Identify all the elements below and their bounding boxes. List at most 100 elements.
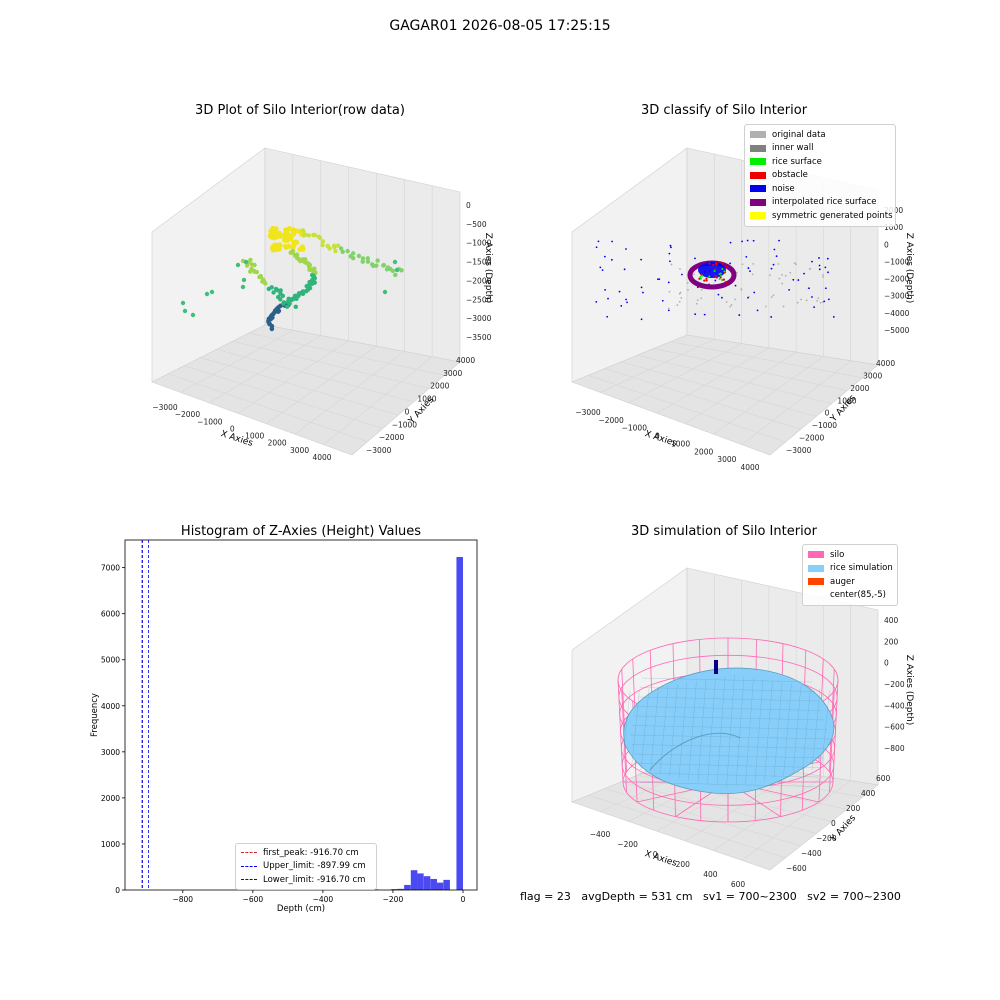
panel4-ytick: 0: [831, 819, 836, 828]
panel1-point: [392, 259, 398, 265]
panel2-point-noise: [669, 260, 671, 263]
panel2-legend-item: original data: [750, 128, 890, 142]
panel2-xtick: −2000: [598, 416, 624, 425]
panel1-point: [280, 293, 285, 299]
panel2-zlabel: Z Axies (Depth): [904, 233, 914, 304]
panel4-ztick: −600: [884, 723, 905, 732]
panel2-point-noise: [824, 287, 827, 290]
panel2-point-noise: [640, 286, 643, 289]
panel3-ytick: 6000: [101, 610, 120, 619]
panel2-point-noise: [747, 296, 749, 299]
panel2-ytick: 0: [825, 409, 830, 418]
panel1-point: [204, 291, 210, 297]
panel1-point: [269, 326, 275, 332]
panel1-point: [393, 272, 398, 278]
panel2-point-noise: [717, 293, 720, 296]
panel1-point: [374, 263, 379, 268]
panel2-ytick: 2000: [850, 384, 869, 393]
panel1-point: [283, 235, 289, 241]
panel1-point: [300, 228, 306, 233]
panel3-title: Histogram of Z-Axies (Height) Values: [180, 524, 422, 539]
panel2-point-original: [736, 271, 738, 274]
panel1-point: [365, 259, 371, 264]
panel2-ztick: 0: [884, 240, 889, 249]
panel2-point-original: [794, 263, 797, 266]
panel1-points: [180, 225, 404, 332]
panel2-point-original: [693, 273, 695, 276]
panel2-point-noise: [640, 318, 643, 321]
panel1-xtick: 4000: [312, 453, 331, 462]
panel2-point-noise: [657, 278, 659, 281]
panel2-point-original: [796, 301, 799, 304]
panel1-point: [317, 235, 323, 241]
panel2-ytick: 3000: [863, 371, 882, 380]
panel2-axes-box: [571, 147, 879, 456]
panel3-bar: [397, 888, 405, 890]
panel4-legend-swatch: [808, 551, 824, 559]
panel2-legend-swatch: [750, 144, 766, 152]
panel1-point: [399, 268, 404, 273]
panel3-xtick: −200: [383, 895, 404, 904]
panel1-ztick: −3000: [466, 314, 492, 323]
panel2-point-noise: [826, 257, 829, 260]
panel1-point: [345, 248, 350, 254]
panel1-xtick: 2000: [268, 439, 287, 448]
panel2-point-original: [752, 262, 755, 265]
panel1-point: [327, 246, 332, 251]
panel3-legend-line: [241, 865, 257, 867]
panel2-point-noise: [734, 284, 737, 287]
panel1-xtick: 1000: [245, 432, 264, 441]
panel2-3d-classify: −3000−2000−100001000200030004000−3000−20…: [571, 147, 914, 472]
panel2-point-noise: [642, 291, 644, 294]
panel1-point: [293, 304, 299, 309]
panel2-point-noise: [625, 298, 627, 301]
panel2-point-original: [778, 277, 781, 280]
panel2-point-rice: [718, 273, 721, 276]
panel2-legend-item: noise: [750, 182, 890, 196]
panel2-point-original: [764, 305, 767, 308]
panel2-point-noise: [818, 257, 820, 259]
panel2-point-noise: [610, 258, 613, 261]
panel2-point-original: [777, 263, 780, 265]
panel2-gridlines: [588, 154, 863, 445]
panel4-ztick: −800: [884, 744, 905, 753]
panel1-point: [290, 244, 296, 250]
panel4-legend-label: rice simulation: [830, 563, 893, 574]
panel2-point-noise: [752, 239, 755, 242]
panel2-ztick: −4000: [884, 309, 910, 318]
panel2-point-noise: [818, 268, 821, 271]
panel1-point: [263, 281, 268, 286]
panel2-ytick: 1000: [837, 396, 856, 405]
panel2-xtick: −3000: [575, 408, 601, 417]
panel2-legend-swatch: [750, 185, 766, 193]
panel2-point-noise: [811, 260, 813, 263]
panel2-point-original: [817, 297, 820, 300]
panel1-point: [248, 257, 253, 263]
panel1-point: [270, 225, 276, 232]
panel2-point-obstacle: [705, 277, 708, 280]
panel2-ztick: 1000: [884, 223, 903, 232]
panel2-point-noise: [729, 262, 731, 265]
panel2-point-noise: [746, 239, 749, 242]
panel2-point-noise: [694, 257, 696, 260]
panel3-bar: [410, 870, 418, 890]
panel2-point-original: [700, 288, 703, 291]
panel4-xtick: −200: [617, 840, 638, 849]
panel1-point: [267, 233, 273, 239]
panel1-point: [331, 243, 337, 249]
panel4-legend-label: silo: [830, 549, 845, 560]
panel1-xtick: 0: [230, 424, 235, 433]
panel2-point-original: [781, 273, 783, 276]
panel2-point-noise: [756, 309, 759, 312]
panel1-point: [299, 244, 306, 250]
panel2-point-noise: [669, 244, 672, 247]
panel3-ytick: 3000: [101, 748, 120, 757]
panel3-ytick: 5000: [101, 656, 120, 665]
panel2-xtick: 4000: [740, 463, 759, 472]
panel1-point: [269, 285, 274, 290]
panel3-bar: [443, 879, 450, 890]
panel2-point-noise: [661, 299, 664, 302]
panel2-point-noise: [597, 240, 600, 243]
panel4-legend: silo rice simulation auger center(85,-5): [802, 544, 898, 606]
panel2-point-noise: [721, 296, 723, 299]
